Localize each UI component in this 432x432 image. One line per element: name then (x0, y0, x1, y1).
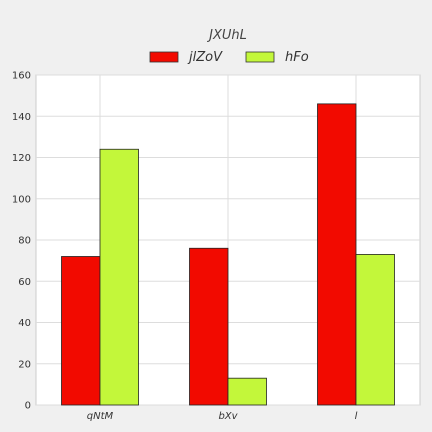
x-axis-ticks: qNtM bXv l (87, 411, 358, 422)
y-tick-label: 0 (25, 401, 31, 412)
legend-swatch-hFo (246, 52, 274, 62)
y-tick-label: 140 (12, 112, 31, 123)
legend-label-jlZoV: jlZoV (187, 50, 223, 65)
y-tick-label: 100 (12, 194, 31, 205)
bar-hFo-bXv (228, 378, 267, 405)
x-tick-label: bXv (218, 411, 238, 422)
legend-swatch-jlZoV (150, 52, 178, 62)
y-tick-label: 40 (18, 318, 31, 329)
bar-jlZoV-bXv (190, 248, 229, 405)
y-axis-ticks: 0 20 40 60 80 100 120 140 160 (12, 71, 31, 412)
legend: jlZoV hFo (150, 50, 309, 65)
y-tick-label: 80 (18, 236, 31, 247)
y-tick-label: 160 (12, 71, 31, 82)
legend-label-hFo: hFo (285, 50, 309, 65)
y-tick-label: 20 (18, 359, 31, 370)
y-tick-label: 120 (12, 153, 31, 164)
bar-jlZoV-l (318, 104, 357, 405)
bar-hFo-l (356, 254, 395, 405)
y-tick-label: 60 (18, 277, 31, 288)
x-tick-label: l (355, 411, 358, 422)
x-tick-label: qNtM (87, 411, 114, 422)
bar-jlZoV-qNtM (62, 257, 101, 406)
bar-hFo-qNtM (100, 149, 139, 405)
chart-title: JXUhL (206, 28, 247, 43)
